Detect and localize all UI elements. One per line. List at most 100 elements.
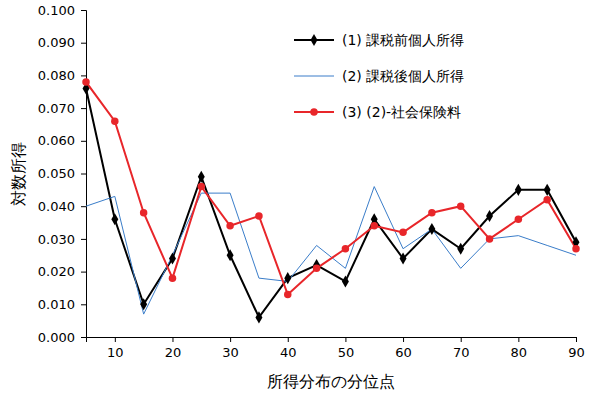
x-tick-label: 40 <box>280 345 297 360</box>
legend-label: (2) 課税後個人所得 <box>342 68 464 84</box>
series-marker <box>169 252 176 264</box>
legend-marker <box>310 108 317 115</box>
y-tick-mark <box>81 239 86 240</box>
y-tick-label: 0.030 <box>38 232 75 247</box>
series-marker <box>370 222 377 229</box>
y-tick: 0.070 <box>38 101 86 116</box>
y-tick: 0.030 <box>38 232 86 247</box>
series-marker <box>313 259 320 271</box>
y-tick: 0.050 <box>38 166 86 181</box>
y-tick-label: 0.060 <box>38 133 75 148</box>
x-axis: 102030405060708090 <box>87 337 585 360</box>
series-marker <box>515 184 522 196</box>
series-marker <box>544 184 551 196</box>
series-marker <box>226 222 233 229</box>
x-tick: 60 <box>395 337 412 360</box>
y-tick-mark <box>81 206 86 207</box>
series-marker <box>400 252 407 264</box>
series-marker <box>486 210 493 222</box>
x-tick: 90 <box>568 337 585 360</box>
series-marker <box>428 223 435 235</box>
x-axis-line <box>87 338 577 343</box>
x-tick-mark <box>172 337 173 342</box>
legend-label: (3) (2)-社会保険料 <box>342 104 461 120</box>
x-tick-mark <box>461 337 462 342</box>
y-tick-mark <box>81 75 86 76</box>
y-axis: 0.000 0.010 0.020 0.030 0.040 0.050 0.060 0.070… <box>38 3 87 345</box>
y-tick-mark <box>81 174 86 175</box>
series-marker <box>284 291 291 298</box>
x-tick-label: 30 <box>222 345 239 360</box>
x-tick-label: 50 <box>338 345 355 360</box>
y-tick-label: 0.010 <box>38 297 75 312</box>
y-tick-label: 0.090 <box>38 35 75 50</box>
series-marker <box>515 216 522 223</box>
legend-entry: (3) (2)-社会保険料 <box>294 104 461 120</box>
x-tick: 80 <box>511 337 528 360</box>
x-tick: 30 <box>222 337 239 360</box>
series-marker <box>457 202 464 209</box>
x-tick-label: 70 <box>453 345 470 360</box>
y-tick: 0.100 <box>38 3 86 18</box>
series-marker <box>140 209 147 216</box>
x-tick-label: 20 <box>165 345 182 360</box>
x-tick: 50 <box>338 337 355 360</box>
y-tick: 0.060 <box>38 133 86 148</box>
series-marker <box>82 78 89 85</box>
y-tick-label: 0.100 <box>38 3 75 18</box>
y-tick: 0.080 <box>38 68 86 83</box>
series-marker <box>342 245 349 252</box>
series-line <box>86 82 576 295</box>
series-marker <box>572 245 579 252</box>
y-tick: 0.040 <box>38 199 86 214</box>
series-marker <box>227 249 234 261</box>
y-axis-line <box>81 11 87 338</box>
legend-entry: (1) 課税前個人所得 <box>294 32 464 48</box>
legend: (1) 課税前個人所得 (2) 課税後個人所得 (3) (2)-社会保険料 <box>294 32 464 120</box>
series-marker <box>198 183 205 190</box>
x-tick-mark <box>403 337 404 342</box>
x-tick-mark <box>230 337 231 342</box>
series-marker <box>111 213 118 225</box>
x-tick: 40 <box>280 337 297 360</box>
legend-label: (1) 課税前個人所得 <box>342 32 464 48</box>
legend-marker <box>311 34 318 46</box>
y-tick-label: 0.020 <box>38 264 75 279</box>
x-tick: 70 <box>453 337 470 360</box>
series-marker <box>169 274 176 281</box>
y-tick-mark <box>81 10 86 11</box>
series-marker <box>140 298 147 310</box>
y-tick-mark <box>81 43 86 44</box>
series-marker <box>255 212 262 219</box>
y-tick-label: 0.000 <box>38 330 75 345</box>
series-marker <box>486 235 493 242</box>
chart: 1020304050607080900.0000.0100.0200.0300.… <box>0 0 589 396</box>
x-tick: 20 <box>165 337 182 360</box>
series-marker <box>198 171 205 183</box>
markers <box>82 78 579 323</box>
x-axis-title: 所得分布の分位点 <box>267 372 395 391</box>
y-tick-label: 0.040 <box>38 199 75 214</box>
x-tick-label: 90 <box>568 345 585 360</box>
x-tick-label: 60 <box>395 345 412 360</box>
y-tick-mark <box>81 304 86 305</box>
legend-line <box>294 76 334 77</box>
series-marker <box>313 265 320 272</box>
y-tick: 0.010 <box>38 297 86 312</box>
x-tick-mark <box>518 337 519 342</box>
y-tick-mark <box>81 108 86 109</box>
series-marker <box>543 196 550 203</box>
series-marker <box>428 209 435 216</box>
series-marker <box>342 275 349 287</box>
y-tick-mark <box>81 141 86 142</box>
y-tick-label: 0.080 <box>38 68 75 83</box>
series-marker <box>111 117 118 124</box>
y-tick-label: 0.050 <box>38 166 75 181</box>
y-tick: 0.020 <box>38 264 86 279</box>
series-marker <box>457 243 464 255</box>
plot: 1020304050607080900.0000.0100.0200.0300.… <box>38 3 585 361</box>
x-tick-mark <box>288 337 289 342</box>
x-tick-label: 80 <box>511 345 528 360</box>
y-tick: 0.090 <box>38 35 86 50</box>
series-line <box>86 88 576 317</box>
